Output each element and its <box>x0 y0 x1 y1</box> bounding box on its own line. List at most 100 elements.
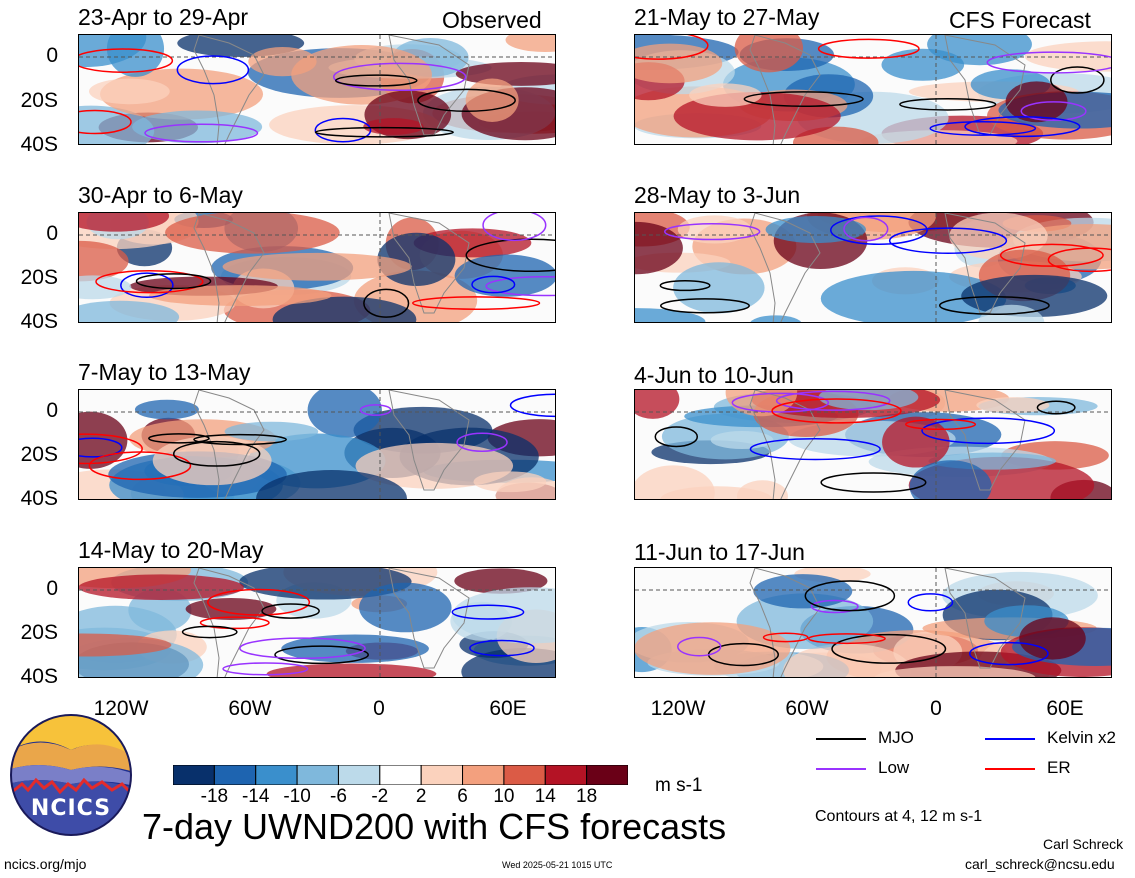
wind-anomaly-blob <box>673 262 765 314</box>
wind-anomaly-blob <box>248 47 317 77</box>
map-panel-fc-1 <box>634 34 1112 145</box>
contour-loop <box>905 418 977 431</box>
cfs-forecast-label: CFS Forecast <box>949 7 1091 33</box>
contour-loop <box>172 440 261 467</box>
colorbar-swatch <box>255 764 298 786</box>
ncics-logo: NCICS <box>8 712 134 838</box>
legend-er-label: ER <box>1047 758 1071 777</box>
ytick-0: 0 <box>46 44 58 67</box>
south-america-outline <box>749 390 821 499</box>
map-panel-fc-4 <box>634 567 1112 678</box>
contour-loop <box>79 109 132 135</box>
wind-anomaly-blob <box>148 285 332 306</box>
site-link[interactable]: ncics.org/mjo <box>4 856 87 872</box>
contour-loop <box>207 588 311 616</box>
contour-loop <box>95 269 204 294</box>
map-panel-fc-3 <box>634 389 1112 500</box>
contour-loop <box>222 662 309 676</box>
contour-loop <box>899 97 997 111</box>
wind-anomaly-blob <box>465 78 519 122</box>
xtick-120w: 120W <box>93 697 149 720</box>
contour-loop <box>843 216 889 242</box>
contour-loop <box>743 91 864 107</box>
wind-anomaly-blob <box>224 421 319 442</box>
contour-loop <box>176 55 250 85</box>
wind-anomaly-blob <box>79 633 172 657</box>
wind-anomaly-blob <box>783 643 912 677</box>
ytick-0: 0 <box>46 577 58 600</box>
contour-loop <box>664 222 761 241</box>
colorbar-tick-label: -6 <box>330 786 347 807</box>
contour-loop <box>261 603 320 619</box>
contour-loop <box>465 238 555 272</box>
wind-anomaly-blob <box>79 213 170 232</box>
panel-title-8: 11-Jun to 17-Jun <box>634 539 805 565</box>
south-america-outline <box>749 35 821 144</box>
contour-loop <box>775 390 891 411</box>
contour-loop <box>654 426 699 448</box>
colorbar-swatch <box>172 764 215 786</box>
ytick-40s: 40S <box>20 487 58 510</box>
contour-loop <box>677 636 722 657</box>
xtick-60e: 60E <box>489 697 527 720</box>
panel-title-7: 4-Jun to 10-Jun <box>634 362 794 388</box>
legend-low-line <box>816 768 866 770</box>
wind-anomaly-blob <box>79 411 128 469</box>
ytick-20s: 20S <box>20 266 58 289</box>
colorbar-unit: m s-1 <box>655 775 703 796</box>
contour-loop <box>148 433 210 444</box>
contour-loop <box>964 116 1081 138</box>
xtick-60e: 60E <box>1046 697 1084 720</box>
contour-loop <box>810 599 859 614</box>
contour-loop <box>88 451 192 481</box>
wind-anomaly-blob <box>677 215 752 244</box>
contour-loop <box>660 298 750 314</box>
wind-anomaly-blob <box>452 587 555 644</box>
map-fc-2 <box>635 213 1111 322</box>
wind-anomaly-blob <box>635 465 715 499</box>
ytick-20s: 20S <box>20 621 58 644</box>
colorbar-tick-label: -2 <box>371 786 389 807</box>
wind-anomaly-blob <box>635 43 723 84</box>
contour-loop <box>451 604 525 620</box>
contour-loop <box>807 633 886 645</box>
wind-anomaly-blob <box>949 213 1048 260</box>
colorbar-swatch <box>503 764 546 786</box>
contour-loop <box>888 227 1008 254</box>
contour-loop <box>135 273 212 290</box>
colorbar-swatch <box>586 764 629 786</box>
wind-anomaly-blob <box>909 460 992 499</box>
colorbar-swatch <box>420 764 464 786</box>
contour-loop <box>363 288 410 318</box>
contour-loop <box>749 438 881 461</box>
contour-loop <box>239 637 366 660</box>
colorbar-swatch <box>337 764 381 786</box>
ytick-0: 0 <box>46 222 58 245</box>
contour-loop <box>314 117 372 143</box>
timestamp: Wed 2025-05-21 1015 UTC <box>502 860 613 870</box>
map-fc-4 <box>635 568 1111 677</box>
contour-loop <box>412 296 541 310</box>
map-panel-obs-4 <box>78 567 556 678</box>
contour-loop <box>831 633 947 664</box>
contour-loop <box>274 645 369 665</box>
contour-loop <box>762 632 809 643</box>
contour-loop <box>938 295 1050 315</box>
africa-outline <box>944 213 1026 314</box>
wind-anomaly-blob <box>505 35 555 53</box>
ytick-40s: 40S <box>20 665 58 688</box>
ytick-0: 0 <box>46 399 58 422</box>
ytick-40s: 40S <box>20 133 58 156</box>
wind-anomaly-blob <box>753 574 853 609</box>
contour-loop <box>456 432 508 453</box>
colorbar-tick-label: 18 <box>576 786 598 807</box>
africa-outline <box>944 568 1026 669</box>
panel-title-4: 14-May to 20-May <box>78 537 264 563</box>
contour-loop <box>482 213 547 242</box>
panel-title-1: 23-Apr to 29-Apr <box>78 4 249 30</box>
map-obs-2 <box>79 213 555 322</box>
contour-loop <box>929 120 1037 136</box>
email: carl_schreck@ncsu.edu <box>965 856 1115 872</box>
map-panel-obs-2 <box>78 212 556 323</box>
colorbar-swatch <box>296 764 339 786</box>
